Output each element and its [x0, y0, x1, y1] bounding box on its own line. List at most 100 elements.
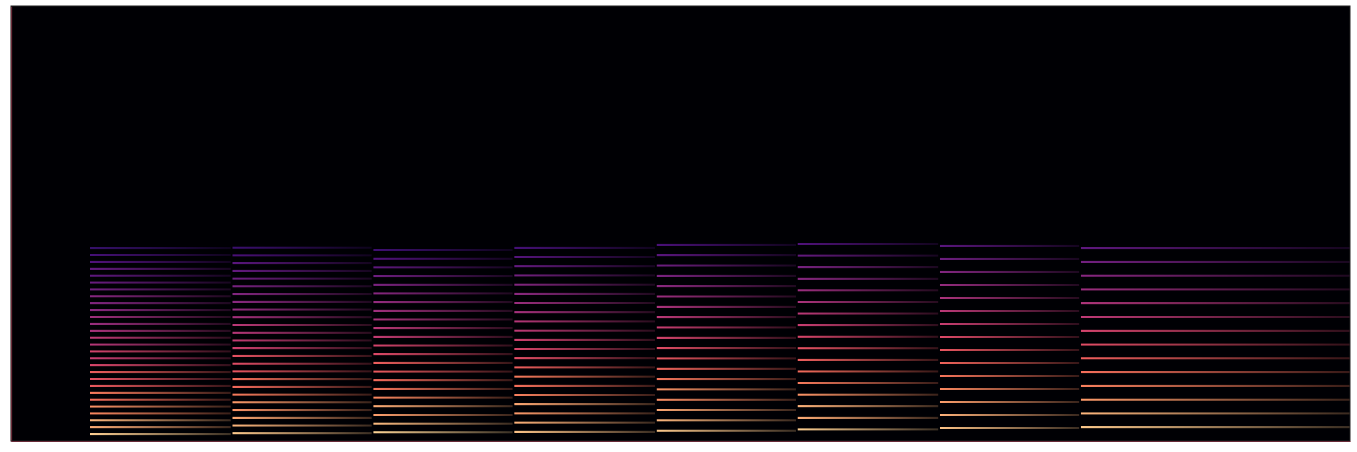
harmonic: [373, 249, 513, 251]
harmonic: [90, 405, 231, 407]
harmonic: [657, 264, 797, 266]
harmonic: [90, 336, 231, 338]
harmonic: [373, 422, 513, 424]
harmonic: [90, 357, 231, 359]
harmonic: [1081, 398, 1350, 400]
harmonic: [90, 247, 231, 249]
harmonic: [797, 405, 938, 407]
harmonic: [657, 368, 797, 370]
harmonic: [657, 347, 797, 349]
harmonic: [657, 378, 797, 380]
harmonic: [514, 403, 655, 405]
note: [232, 246, 372, 434]
harmonic: [797, 417, 938, 419]
note: [373, 249, 513, 434]
harmonic: [514, 394, 655, 396]
harmonic: [514, 293, 655, 295]
harmonic: [90, 371, 231, 373]
harmonic: [90, 385, 231, 387]
harmonic: [657, 326, 797, 328]
harmonic: [797, 336, 938, 338]
harmonic: [514, 247, 655, 249]
harmonic: [1081, 274, 1350, 276]
harmonic: [514, 385, 655, 387]
harmonic: [1081, 426, 1350, 428]
harmonic: [90, 433, 231, 435]
harmonic: [232, 254, 372, 256]
harmonic: [514, 357, 655, 359]
harmonic: [373, 336, 513, 338]
harmonic: [90, 288, 231, 290]
harmonic: [797, 278, 938, 280]
harmonic: [1081, 385, 1350, 387]
harmonic: [373, 353, 513, 355]
harmonic: [90, 398, 231, 400]
note: [514, 247, 655, 433]
harmonic: [797, 266, 938, 268]
harmonic: [940, 401, 1080, 403]
note: [1081, 247, 1350, 429]
harmonic: [90, 343, 231, 345]
harmonic: [90, 309, 231, 311]
harmonic: [90, 274, 231, 276]
harmonic: [1081, 357, 1350, 359]
harmonic: [373, 301, 513, 303]
harmonic: [232, 332, 372, 334]
plot-frame: [11, 6, 1350, 441]
harmonic: [90, 419, 231, 421]
harmonic: [232, 424, 372, 426]
harmonic: [373, 327, 513, 329]
harmonic: [232, 386, 372, 388]
harmonic: [657, 409, 797, 411]
harmonic: [1081, 371, 1350, 373]
harmonic: [940, 349, 1080, 351]
harmonic: [940, 245, 1080, 247]
harmonic: [90, 316, 231, 318]
harmonic: [1081, 302, 1350, 304]
harmonic: [1081, 288, 1350, 290]
harmonic: [90, 364, 231, 366]
harmonic: [797, 382, 938, 384]
harmonic: [373, 292, 513, 294]
harmonic: [797, 428, 938, 430]
harmonic: [232, 417, 372, 419]
harmonic: [90, 378, 231, 380]
harmonic: [373, 388, 513, 390]
harmonic: [373, 318, 513, 320]
harmonic: [797, 301, 938, 303]
harmonic: [514, 302, 655, 304]
harmonic: [232, 262, 372, 264]
harmonic: [373, 284, 513, 286]
plot: [11, 6, 1351, 442]
harmonic: [90, 268, 231, 270]
harmonic: [797, 347, 938, 349]
harmonic: [657, 254, 797, 256]
harmonic: [373, 370, 513, 372]
harmonic: [657, 429, 797, 431]
chart: [0, 0, 1357, 452]
harmonic: [90, 295, 231, 297]
harmonic: [514, 348, 655, 350]
note: [657, 244, 797, 432]
harmonic: [90, 330, 231, 332]
harmonic: [232, 393, 372, 395]
harmonic: [514, 329, 655, 331]
harmonic: [940, 297, 1080, 299]
harmonic: [940, 388, 1080, 390]
harmonic: [373, 266, 513, 268]
harmonic: [797, 324, 938, 326]
harmonic: [232, 347, 372, 349]
harmonic: [514, 274, 655, 276]
harmonic: [657, 285, 797, 287]
harmonic: [940, 258, 1080, 260]
harmonic: [373, 344, 513, 346]
plot-background: [11, 6, 1350, 441]
harmonic: [232, 270, 372, 272]
harmonic: [514, 412, 655, 414]
harmonic: [940, 414, 1080, 416]
harmonic: [1081, 412, 1350, 414]
harmonic: [232, 370, 372, 372]
harmonic: [797, 289, 938, 291]
harmonic: [797, 359, 938, 361]
harmonic: [90, 254, 231, 256]
